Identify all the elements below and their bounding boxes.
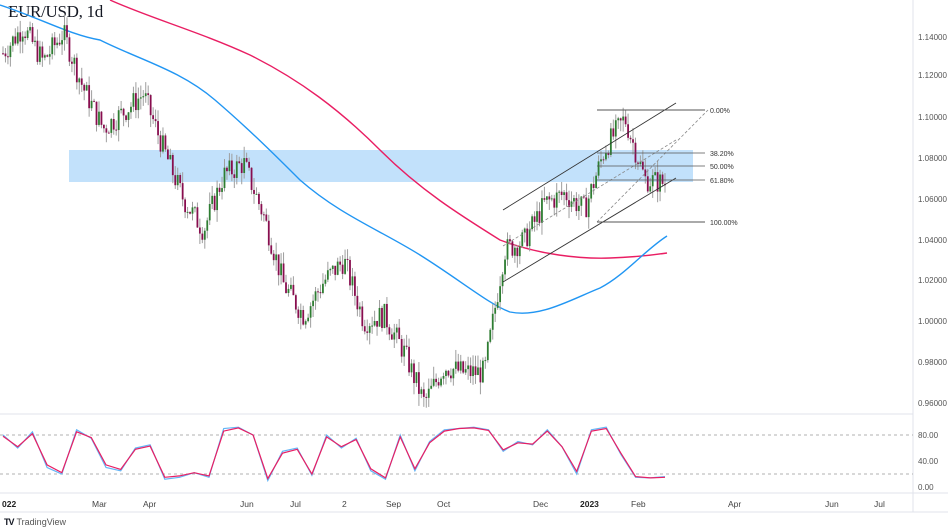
time-tick: 022 — [2, 499, 16, 509]
time-axis[interactable]: 022 Mar Apr Jun Jul 2 Sep Oct Dec 2023 Feb Apr Jun Ju… — [2, 499, 885, 509]
tradingview-logo-icon: TV — [4, 517, 14, 527]
price-tick: 1.08000 — [918, 154, 947, 163]
time-tick: Jun — [825, 499, 839, 509]
price-tick: 1.06000 — [918, 195, 947, 204]
price-tick: 1.10000 — [918, 113, 947, 122]
fibonacci-retracement[interactable]: 0.00% 38.20% 50.00% 61.80% 100.00% — [597, 108, 738, 227]
price-tick: 1.04000 — [918, 236, 947, 245]
channel-midline[interactable] — [502, 139, 677, 247]
price-tick: 1.12000 — [918, 71, 947, 80]
price-tick: 0.96000 — [918, 399, 947, 408]
time-tick: Dec — [533, 499, 549, 509]
fib-label-100: 100.00% — [710, 220, 738, 227]
stoch-d-line[interactable] — [2, 427, 666, 481]
osc-tick: 0.00 — [918, 483, 934, 492]
price-tick: 0.98000 — [918, 358, 947, 367]
tradingview-branding[interactable]: TV TradingView — [4, 517, 66, 527]
time-tick: Jun — [240, 499, 254, 509]
time-tick: Sep — [386, 499, 401, 509]
ma-slow-line[interactable] — [109, 0, 668, 259]
osc-tick: 40.00 — [918, 457, 939, 466]
time-tick: Feb — [631, 499, 646, 509]
time-tick: Oct — [437, 499, 451, 509]
fib-label-50: 50.00% — [710, 164, 734, 171]
oscillator-axis[interactable]: 80.00 40.00 0.00 — [918, 431, 939, 492]
fib-label-61: 61.80% — [710, 178, 734, 185]
candlestick-series[interactable] — [2, 13, 666, 408]
price-tick: 1.14000 — [918, 33, 947, 42]
fib-label-38: 38.20% — [710, 151, 734, 158]
fib-trend-line[interactable] — [596, 109, 709, 223]
osc-tick: 80.00 — [918, 431, 939, 440]
time-tick: Jul — [874, 499, 885, 509]
time-tick: Mar — [92, 499, 107, 509]
channel-upper-line[interactable] — [502, 102, 677, 211]
fib-label-0: 0.00% — [710, 108, 730, 115]
price-tick: 1.02000 — [918, 276, 947, 285]
time-tick: Jul — [290, 499, 301, 509]
time-tick: 2 — [342, 499, 347, 509]
price-axis[interactable]: 1.14000 1.12000 1.10000 1.08000 1.06000 … — [918, 33, 947, 408]
time-tick: Apr — [143, 499, 156, 509]
brand-name: TradingView — [16, 517, 67, 527]
channel-lower-line[interactable] — [502, 177, 677, 283]
time-tick: Apr — [728, 499, 741, 509]
price-tick: 1.00000 — [918, 317, 947, 326]
ma-fast-line[interactable] — [0, 4, 668, 314]
time-tick: 2023 — [580, 499, 599, 509]
